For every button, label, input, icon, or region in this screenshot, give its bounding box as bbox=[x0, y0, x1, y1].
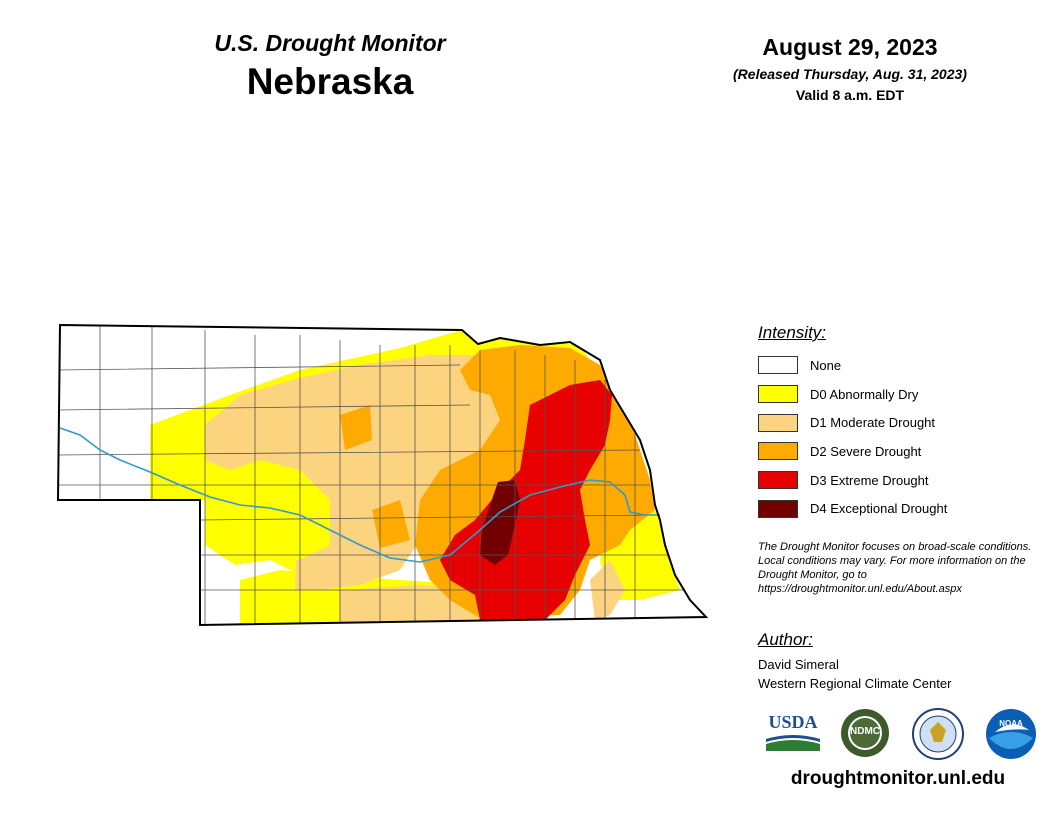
legend-label: D1 Moderate Drought bbox=[810, 415, 936, 431]
usda-hill-icon bbox=[766, 735, 820, 751]
legend-item-d0: D0 Abnormally Dry bbox=[758, 380, 1048, 409]
legend-item-d4: D4 Exceptional Drought bbox=[758, 494, 1048, 523]
header-right: August 29, 2023 (Released Thursday, Aug.… bbox=[700, 34, 1000, 103]
legend-swatch bbox=[758, 413, 798, 432]
legend-item-d2: D2 Severe Drought bbox=[758, 437, 1048, 466]
area-d2-west bbox=[372, 500, 410, 548]
area-d1-west bbox=[295, 555, 325, 590]
noaa-logo: NOAA bbox=[985, 708, 1037, 760]
area-d2-north bbox=[340, 405, 372, 450]
legend-swatch bbox=[758, 442, 798, 461]
release-date: (Released Thursday, Aug. 31, 2023) bbox=[733, 66, 967, 82]
doc-seal-logo bbox=[912, 708, 964, 760]
river bbox=[59, 427, 660, 563]
site-url: droughtmonitor.unl.edu bbox=[790, 768, 1006, 789]
county-lines bbox=[58, 325, 690, 625]
legend-swatch bbox=[758, 471, 798, 490]
legend-item-d1: D1 Moderate Drought bbox=[758, 408, 1048, 437]
legend-swatch bbox=[758, 356, 798, 375]
commerce-seal-icon bbox=[912, 708, 964, 760]
ndmc-seal-icon bbox=[841, 709, 889, 757]
author-name: David Simeral bbox=[758, 657, 839, 672]
valid-time: Valid 8 a.m. EDT bbox=[795, 87, 905, 103]
legend-item-d3: D3 Extreme Drought bbox=[758, 466, 1048, 495]
page-title: Nebraska bbox=[246, 61, 414, 102]
map-subtitle: U.S. Drought Monitor bbox=[214, 30, 446, 56]
noaa-bird-icon bbox=[986, 709, 1036, 759]
legend-label: D2 Severe Drought bbox=[810, 443, 922, 459]
usda-logo: USDA bbox=[766, 712, 820, 752]
legend-label: D3 Extreme Drought bbox=[810, 472, 929, 488]
legend: Intensity: None D0 Abnormally Dry D1 Mod… bbox=[758, 323, 1048, 523]
legend-label: D0 Abnormally Dry bbox=[810, 386, 919, 402]
usda-logo-text: USDA bbox=[768, 712, 818, 732]
legend-label: D4 Exceptional Drought bbox=[810, 501, 948, 517]
author-title: Author: bbox=[758, 630, 813, 649]
legend-swatch bbox=[758, 385, 798, 404]
state-outline bbox=[56, 323, 709, 627]
legend-swatch bbox=[758, 499, 798, 518]
area-d1 bbox=[205, 355, 560, 590]
header-left: U.S. Drought Monitor Nebraska bbox=[160, 30, 500, 103]
drought-areas bbox=[58, 325, 706, 625]
map-date: August 29, 2023 bbox=[762, 34, 938, 60]
info-note: The Drought Monitor focuses on broad-sca… bbox=[758, 541, 1032, 595]
area-d3 bbox=[440, 380, 612, 620]
legend-title: Intensity: bbox=[758, 323, 827, 342]
ndmc-logo-text: NDMC bbox=[850, 726, 880, 737]
legend-item-none: None bbox=[758, 351, 1048, 380]
ndmc-logo: NDMC bbox=[840, 708, 890, 758]
legend-label: None bbox=[810, 357, 842, 373]
area-d4 bbox=[480, 480, 520, 565]
author-org: Western Regional Climate Center bbox=[758, 676, 952, 691]
noaa-logo-text: NOAA bbox=[999, 719, 1023, 728]
